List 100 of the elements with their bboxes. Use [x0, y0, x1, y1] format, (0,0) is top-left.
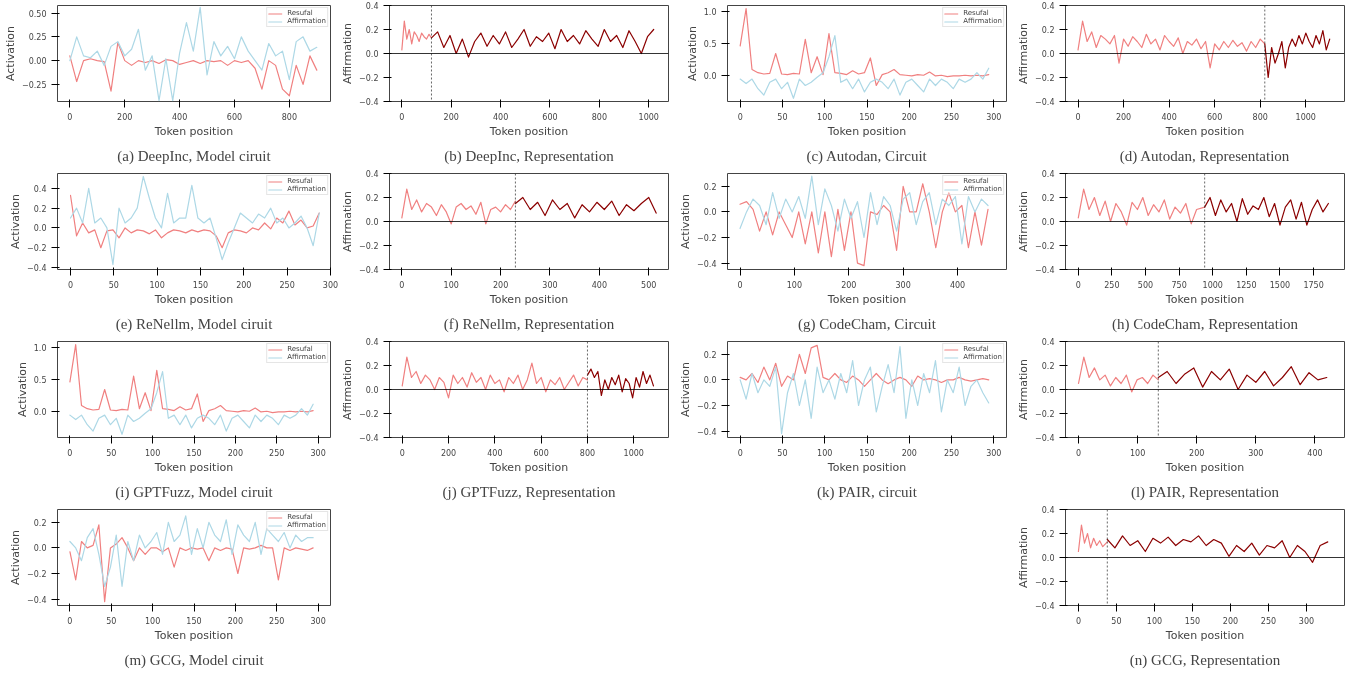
x-axis-title: Token position: [826, 460, 907, 474]
text: (l) PAIR, Representation: [1130, 483, 1280, 501]
x-axis-title: Token position: [1164, 124, 1245, 138]
y-tick-label: −0.2: [1035, 74, 1055, 83]
text: (a) DeepInc, Model ciruit: [117, 147, 272, 165]
y-tick-label: −0.2: [1035, 410, 1055, 419]
x-tick-label: 100: [817, 448, 833, 458]
y-tick-label: −0.4: [1035, 98, 1055, 107]
x-tick-label: 0: [67, 616, 73, 626]
y-axis-title: Affirmation: [1017, 358, 1031, 421]
x-tick-label: 200: [236, 280, 252, 290]
x-tick-label: 300: [310, 448, 326, 458]
y-tick-label: 0.2: [33, 518, 47, 528]
text: (e) ReNellm, Model ciruit: [115, 315, 274, 333]
x-tick-label: 600: [1207, 112, 1223, 122]
x-tick-label: 0: [399, 280, 405, 290]
x-tick-label: 0: [1075, 112, 1081, 122]
y-tick-label: 0.2: [33, 204, 47, 214]
x-tick-label: 250: [943, 112, 960, 122]
y-tick-label: 0.4: [33, 184, 47, 194]
y-tick-label: 0.5: [33, 376, 47, 386]
y-axis-title: Activation: [685, 25, 699, 82]
x-axis-title: Token position: [1164, 460, 1245, 474]
x-tick-label: 300: [986, 112, 1002, 122]
x-tick-label: 1500: [1269, 280, 1291, 290]
x-tick-label: 100: [145, 616, 161, 626]
text: (h) CodeCham, Representation: [1111, 315, 1299, 333]
y-tick-label: 0.00: [28, 57, 47, 67]
x-tick-label: 1250: [1236, 280, 1257, 290]
y-axis-title: Activation: [3, 25, 17, 82]
x-tick-label: 100: [1129, 448, 1146, 458]
text: (d) Autodan, Representation: [1119, 147, 1290, 165]
x-tick-label: 400: [1161, 112, 1177, 122]
x-axis-title: Token position: [1164, 628, 1245, 642]
y-axis-title: Affirmation: [1017, 526, 1031, 589]
x-tick-label: 0: [737, 112, 743, 122]
y-axis-title: Affirmation: [341, 358, 355, 421]
y-tick-label: −0.4: [697, 427, 717, 437]
x-tick-label: 100: [149, 280, 165, 290]
y-tick-label: 0.0: [33, 544, 47, 554]
x-tick-label: 500: [641, 280, 657, 290]
y-tick-label: 0.0: [1041, 386, 1055, 395]
x-tick-label: 400: [171, 112, 188, 122]
y-tick-label: −0.25: [21, 80, 47, 90]
y-tick-label: −0.4: [1035, 266, 1055, 275]
x-axis-title: Token position: [153, 460, 234, 474]
x-tick-label: 150: [192, 280, 209, 290]
y-tick-label: 0.0: [703, 376, 717, 386]
y-tick-label: −0.4: [359, 434, 379, 443]
y-tick-label: 0.0: [365, 218, 379, 227]
x-tick-label: 400: [492, 112, 509, 122]
x-tick-label: 0: [737, 448, 743, 458]
y-tick-label: 1.0: [703, 8, 717, 18]
y-axis-title: Activation: [9, 529, 23, 586]
x-tick-label: 50: [777, 448, 788, 458]
x-tick-label: 250: [1104, 280, 1120, 290]
y-tick-label: −0.2: [359, 242, 379, 251]
y-tick-label: 0.2: [1041, 530, 1055, 539]
y-tick-label: −0.2: [1035, 242, 1055, 251]
y-tick-label: 0.4: [1041, 338, 1055, 347]
x-tick-label: 100: [1146, 616, 1163, 626]
x-axis-title: Token position: [488, 124, 569, 138]
text: (b) DeepInc, Representation: [444, 147, 615, 165]
x-tick-label: 150: [859, 448, 875, 458]
y-tick-label: 0.2: [703, 350, 717, 360]
x-tick-label: 250: [269, 616, 285, 626]
text: (m) GCG, Model ciruit: [124, 651, 265, 669]
x-tick-label: 800: [579, 448, 596, 458]
y-tick-label: −0.4: [359, 266, 379, 275]
x-tick-label: 150: [186, 448, 202, 458]
x-tick-label: 300: [310, 616, 326, 626]
x-tick-label: 300: [1298, 616, 1315, 626]
x-tick-label: 750: [1171, 280, 1187, 290]
text: (n) GCG, Representation: [1129, 651, 1281, 669]
x-tick-label: 200: [440, 448, 457, 458]
x-tick-label: 0: [1075, 616, 1081, 626]
y-tick-label: 0.4: [365, 170, 379, 179]
x-tick-label: 1000: [623, 448, 644, 458]
x-tick-label: 100: [817, 112, 833, 122]
text: (g) CodeCham, Circuit: [798, 315, 937, 333]
text: (f) ReNellm, Representation: [443, 315, 615, 333]
y-tick-label: −0.2: [1035, 578, 1055, 587]
y-tick-label: −0.4: [697, 259, 717, 269]
x-axis-title: Token position: [153, 628, 234, 642]
y-tick-label: −0.4: [359, 98, 379, 107]
y-tick-label: 0.2: [365, 194, 379, 203]
x-axis-title: Token position: [153, 292, 234, 306]
x-tick-label: 400: [949, 280, 966, 290]
y-tick-label: 0.50: [28, 9, 47, 19]
x-tick-label: 200: [1189, 448, 1205, 458]
x-tick-label: 50: [1111, 616, 1122, 626]
x-axis-title: Token position: [826, 124, 907, 138]
x-tick-label: 100: [145, 448, 161, 458]
y-tick-label: 0.0: [703, 72, 717, 82]
x-tick-label: 200: [901, 112, 917, 122]
x-axis-title: Token position: [826, 292, 907, 306]
x-tick-label: 800: [591, 112, 608, 122]
x-axis-title: Token position: [153, 124, 234, 138]
x-tick-label: 50: [108, 280, 119, 290]
x-tick-label: 800: [1252, 112, 1268, 122]
